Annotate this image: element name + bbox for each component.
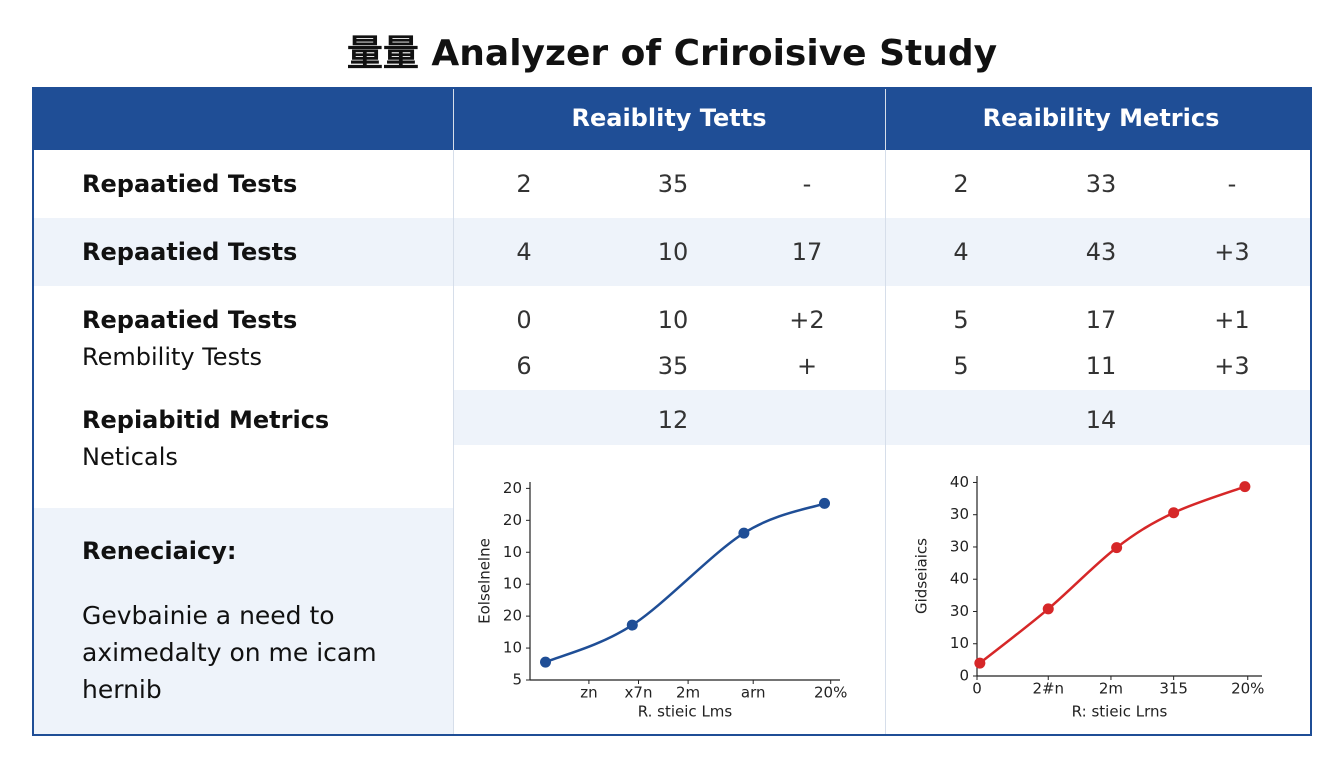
cell: 6 (516, 352, 532, 380)
point (1042, 603, 1054, 615)
x-tick-label: 20% (1231, 680, 1264, 698)
row-label: Repaatied Tests (82, 306, 298, 334)
header-band (32, 87, 1312, 150)
y-axis-label: Eolselnelne (476, 538, 494, 624)
cell: 5 (953, 306, 969, 334)
x-axis-label: R. stieic Lms (638, 703, 733, 721)
cell: +2 (789, 306, 825, 334)
y-tick-label: 20 (503, 607, 522, 625)
line (979, 485, 1246, 665)
x-tick-label: zn (580, 684, 597, 702)
point (1111, 542, 1123, 554)
cell: 2 (953, 170, 969, 198)
y-tick-label: 20 (503, 511, 522, 529)
cell: + (796, 352, 818, 380)
y-tick-label: 40 (950, 570, 969, 588)
cell: 10 (657, 238, 689, 266)
y-tick-label: 10 (503, 575, 522, 593)
y-tick-label: 10 (950, 634, 969, 652)
row-band (453, 390, 1312, 445)
x-axis-label: R: stieic Lrns (1072, 703, 1168, 721)
row-label: Repiabitid Metrics (82, 406, 330, 434)
y-tick-label: 30 (950, 505, 969, 523)
x-tick-label: 315 (1159, 680, 1188, 698)
cell: 43 (1085, 238, 1117, 266)
cell: +3 (1214, 352, 1250, 380)
x-tick-label: 20% (814, 684, 847, 702)
y-tick-label: 5 (512, 671, 522, 689)
row-label: Repaatied Tests (82, 238, 298, 266)
cell: 5 (953, 352, 969, 380)
cell: 35 (657, 352, 689, 380)
y-tick-label: 0 (959, 667, 969, 685)
x-tick-label: 0 (972, 680, 982, 698)
y-tick-label: 20 (503, 479, 522, 497)
point (626, 619, 638, 631)
y-tick-label: 10 (503, 639, 522, 657)
point (1239, 481, 1251, 493)
row-band (32, 218, 1312, 286)
note-band (32, 508, 453, 734)
point (738, 527, 750, 539)
column-header: Reaiblity Tetts (571, 104, 767, 132)
cell: 0 (516, 306, 532, 334)
x-tick-label: 2m (676, 684, 700, 702)
cell: 17 (791, 238, 823, 266)
y-tick-label: 30 (950, 537, 969, 555)
line (545, 502, 825, 664)
cell: 11 (1085, 352, 1117, 380)
cell: - (802, 170, 812, 198)
column-header: Reaibility Metrics (982, 104, 1220, 132)
point (540, 656, 551, 668)
x-tick-label: arn (741, 684, 766, 702)
x-tick-label: 2#n (1032, 680, 1064, 698)
row-label: Rembility Tests (82, 343, 262, 371)
cell: 4 (953, 238, 969, 266)
cell-total: 12 (657, 406, 689, 434)
y-tick-label: 10 (503, 543, 522, 561)
cell: - (1227, 170, 1237, 198)
cell: 17 (1085, 306, 1117, 334)
column-divider (885, 87, 886, 734)
y-tick-label: 40 (950, 473, 969, 491)
note-text: Gevbainie a need to aximedalty on me ica… (82, 601, 377, 704)
row-label: Repaatied Tests (82, 170, 298, 198)
column-divider (453, 87, 454, 734)
cell-total: 14 (1085, 406, 1117, 434)
table-frame (32, 87, 1312, 736)
point (1168, 507, 1180, 519)
x-tick-label: 2m (1099, 680, 1123, 698)
row-label: Neticals (82, 443, 178, 471)
point (819, 497, 830, 509)
cell: 35 (657, 170, 689, 198)
cell: 2 (516, 170, 532, 198)
cell: 10 (657, 306, 689, 334)
y-tick-label: 30 (950, 602, 969, 620)
point (974, 657, 986, 669)
note-title: Reneciaicy: (82, 537, 237, 565)
cell: +3 (1214, 238, 1250, 266)
cell: 4 (516, 238, 532, 266)
cell: +1 (1214, 306, 1250, 334)
x-tick-label: x7n (625, 684, 653, 702)
page-title: 量量 Analyzer of Criroisive Study (346, 33, 998, 74)
y-axis-label: Gidseiaics (913, 538, 931, 614)
cell: 33 (1085, 170, 1117, 198)
